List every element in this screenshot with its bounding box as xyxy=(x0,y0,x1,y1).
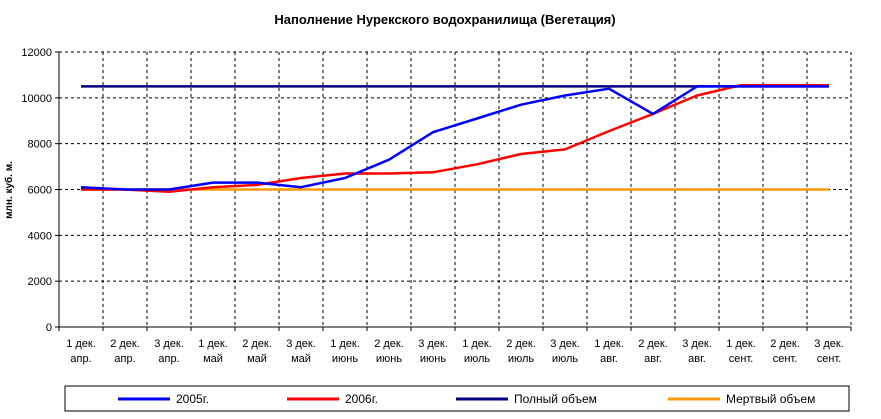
x-tick-label: май xyxy=(291,353,311,365)
x-tick-label: 2 дек. xyxy=(374,338,404,350)
y-tick-label: 6000 xyxy=(28,185,52,197)
x-tick-label: 3 дек. xyxy=(814,338,844,350)
y-ticks: 0 2000 4000 6000 8000 10000 12000 xyxy=(21,47,59,334)
x-tick-label: июнь xyxy=(332,353,358,365)
y-tick-label: 0 xyxy=(46,322,52,334)
x-tick-label: 1 дек. xyxy=(66,338,96,350)
x-tick-label: июль xyxy=(508,353,535,365)
y-axis-label: млн. куб. м. xyxy=(3,161,15,219)
y-tick-label: 10000 xyxy=(21,93,52,105)
x-ticks: 1 дек. апр. 2 дек. апр. 3 дек. апр. 1 дек. май 2… xyxy=(58,327,852,365)
x-tick-label: июль xyxy=(552,353,579,365)
series-line-0 xyxy=(80,85,829,191)
x-tick-label: 2 дек. xyxy=(638,338,668,350)
x-tick-label: 3 дек. xyxy=(418,338,448,350)
x-tick-label: май xyxy=(247,353,267,365)
x-tick-label: 1 дек. xyxy=(462,338,492,350)
x-tick-label: апр. xyxy=(158,353,179,365)
x-tick-label: авг. xyxy=(688,353,706,365)
x-tick-label: 1 дек. xyxy=(594,338,624,350)
x-tick-label: июнь xyxy=(420,353,446,365)
series-lines xyxy=(80,83,829,194)
x-tick-label: 3 дек. xyxy=(550,338,580,350)
x-tick-label: 3 дек. xyxy=(682,338,712,350)
x-tick-label: 2 дек. xyxy=(770,338,800,350)
legend: 2005г. 2006г. Полный объем Мертвый объем xyxy=(64,385,850,412)
x-tick-label: 3 дек. xyxy=(286,338,316,350)
y-tick-label: 4000 xyxy=(28,230,52,242)
x-tick-label: сент. xyxy=(817,353,842,365)
x-tick-label: 2 дек. xyxy=(506,338,536,350)
x-tick-label: 1 дек. xyxy=(198,338,228,350)
legend-label: 2005г. xyxy=(176,392,209,406)
x-tick-label: июль xyxy=(464,353,491,365)
legend-label: Полный объем xyxy=(514,392,597,406)
x-tick-label: авг. xyxy=(644,353,662,365)
x-tick-label: сент. xyxy=(729,353,754,365)
x-tick-label: 2 дек. xyxy=(242,338,272,350)
x-tick-label: апр. xyxy=(114,353,135,365)
y-tick-label: 2000 xyxy=(28,276,52,288)
series-line-1 xyxy=(81,83,829,194)
chart-title: Наполнение Нурекского водохранилища (Вег… xyxy=(274,12,615,27)
legend-label: Мертвый объем xyxy=(726,392,815,406)
x-tick-label: 1 дек. xyxy=(330,338,360,350)
y-tick-label: 8000 xyxy=(28,139,52,151)
x-tick-label: апр. xyxy=(70,353,91,365)
x-tick-label: май xyxy=(203,353,223,365)
y-tick-label: 12000 xyxy=(21,47,52,59)
x-tick-label: 3 дек. xyxy=(154,338,184,350)
x-tick-label: 2 дек. xyxy=(110,338,140,350)
x-tick-label: июнь xyxy=(376,353,402,365)
x-tick-label: сент. xyxy=(773,353,798,365)
x-tick-label: авг. xyxy=(600,353,618,365)
x-tick-label: 1 дек. xyxy=(726,338,756,350)
legend-label: 2006г. xyxy=(345,392,378,406)
